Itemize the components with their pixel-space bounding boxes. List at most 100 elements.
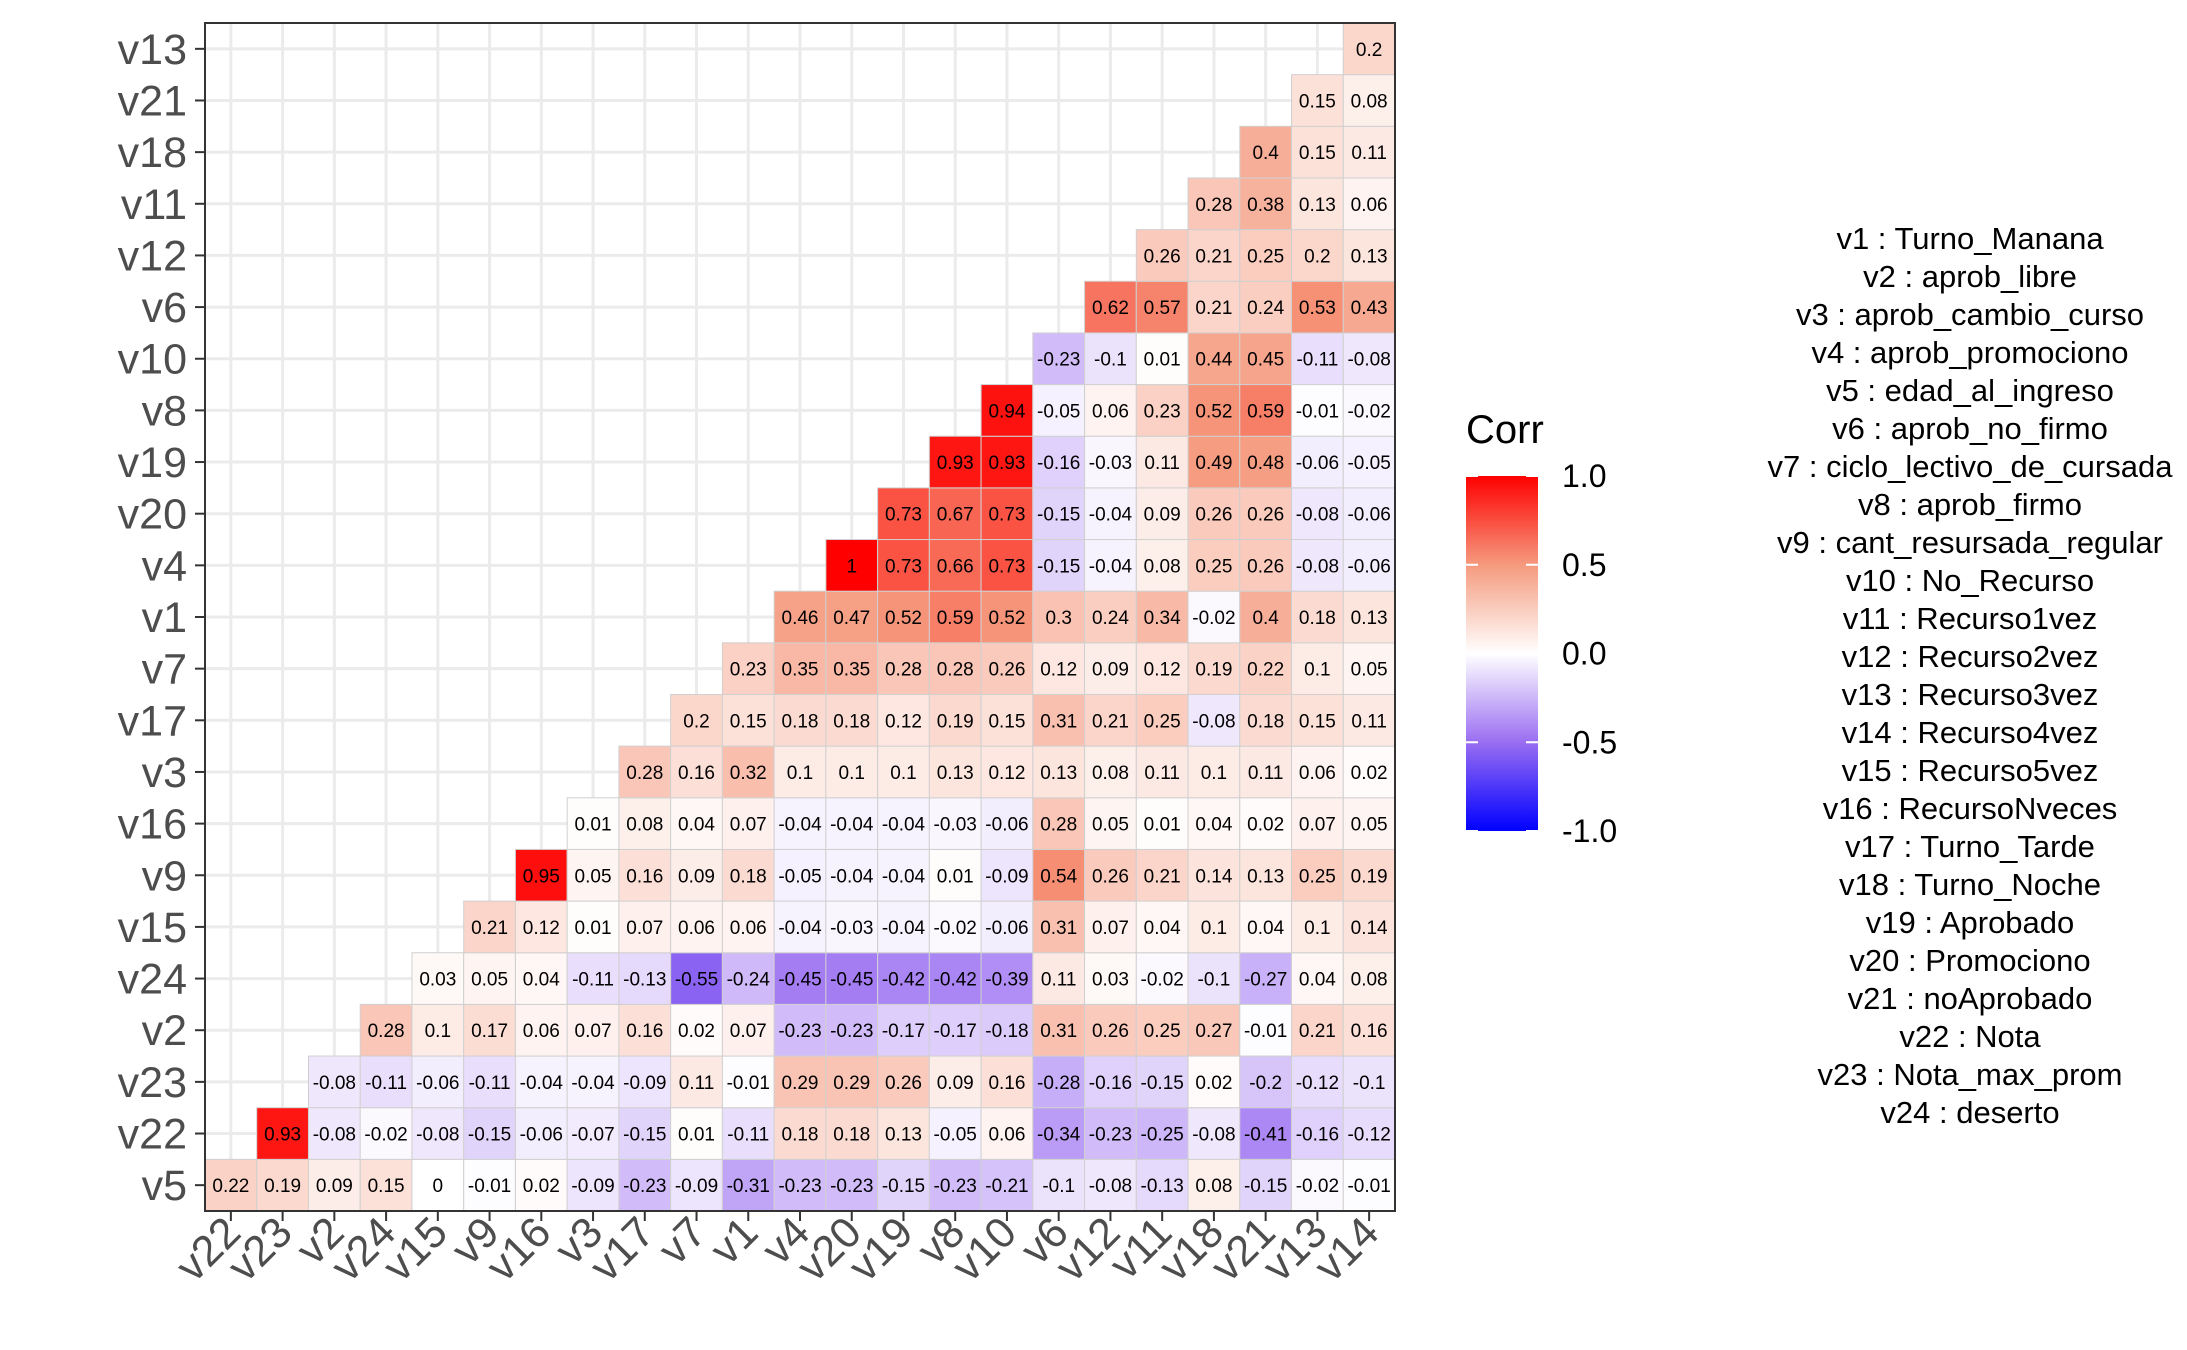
cell-value-label: 0.01	[937, 866, 974, 887]
heatmap-cell	[773, 590, 827, 644]
heatmap-cell	[980, 745, 1034, 799]
cell-value-label: 0.4	[1252, 608, 1279, 629]
cell-value-label: 0.18	[833, 1125, 870, 1146]
cell-value-label: 0.1	[1201, 918, 1227, 939]
cell-value-label: 0.26	[1247, 505, 1284, 526]
cell-value-label: 0.06	[678, 918, 715, 939]
cell-value-label: 0.73	[988, 556, 1025, 577]
cell-value-label: 0.04	[1195, 815, 1232, 836]
heatmap-cell	[1187, 745, 1241, 799]
heatmap-cell	[1135, 693, 1189, 747]
y-tick-label: v16	[118, 801, 187, 849]
cell-value-label: 0.16	[988, 1073, 1025, 1094]
cell-value-label: -0.06	[1347, 556, 1390, 577]
heatmap-cell	[1084, 280, 1137, 334]
cell-value-label: 0.38	[1247, 195, 1284, 216]
cell-value-label: -0.01	[1244, 1021, 1287, 1042]
cell-value-label: 0.18	[782, 1125, 819, 1146]
y-tick-label: v20	[118, 491, 187, 539]
y-tick-label: v21	[118, 77, 187, 125]
cell-value-label: -0.23	[778, 1176, 821, 1197]
cell-value-label: -0.11	[469, 1073, 511, 1094]
cell-value-label: 0.25	[1299, 866, 1336, 887]
cell-value-label: 0.11	[1041, 970, 1077, 991]
heatmap-cell	[1135, 539, 1189, 592]
cell-value-label: 0.15	[730, 711, 767, 732]
cell-value-label: -0.08	[1192, 711, 1235, 732]
heatmap-cell	[1084, 848, 1137, 902]
cell-value-label: -0.15	[1037, 505, 1080, 526]
heatmap-cell	[1342, 384, 1396, 437]
heatmap-cell	[980, 797, 1034, 850]
cell-value-label: -0.04	[830, 815, 874, 836]
cell-value-label: 0.59	[1247, 401, 1284, 422]
y-tick-label: v24	[118, 956, 187, 1004]
heatmap-cell	[825, 745, 879, 799]
heatmap-cell	[1135, 642, 1189, 695]
cell-value-label: 0.08	[626, 815, 663, 836]
cell-value-label: 0.09	[316, 1176, 353, 1197]
heatmap-cell	[1084, 384, 1137, 437]
heatmap-cell	[1187, 952, 1241, 1005]
variable-key-line: v11 : Recurso1vez	[1843, 601, 2097, 636]
heatmap-cell	[1135, 1055, 1189, 1109]
y-tick-label: v3	[142, 749, 187, 797]
heatmap-cell	[1291, 332, 1344, 386]
legend-tick-label: 0.5	[1562, 547, 1606, 583]
heatmap-cell	[1239, 125, 1293, 179]
heatmap-cell	[980, 590, 1034, 644]
heatmap-cell	[877, 693, 930, 747]
heatmap-cell	[877, 642, 930, 695]
cell-value-label: 0.28	[1040, 815, 1077, 836]
heatmap-cell	[825, 539, 879, 592]
cell-value-label: -0.1	[1042, 1176, 1075, 1197]
cell-value-label: 0.2	[1356, 40, 1382, 61]
cell-value-label: 0.62	[1092, 298, 1129, 319]
variable-key-line: v1 : Turno_Manana	[1836, 221, 2104, 256]
heatmap-cell	[1291, 693, 1344, 747]
y-tick-label: v18	[118, 129, 187, 177]
cell-value-label: -0.08	[1296, 556, 1339, 577]
legend-tick-label: -0.5	[1562, 724, 1617, 760]
heatmap-cell	[980, 435, 1034, 489]
heatmap-cell	[463, 1003, 516, 1057]
y-tick-label: v15	[118, 904, 187, 952]
heatmap-cell	[1135, 384, 1189, 437]
cell-value-label: 0.2	[1304, 246, 1330, 267]
heatmap-cell	[980, 1158, 1034, 1212]
heatmap-cell	[1084, 1107, 1137, 1160]
cell-value-label: -0.05	[1347, 453, 1390, 474]
cell-value-label: 0.95	[523, 866, 560, 887]
cell-value-label: 0.07	[730, 1021, 767, 1042]
cell-value-label: 0.02	[1351, 763, 1388, 784]
heatmap-cell	[721, 1158, 775, 1212]
cell-value-label: -0.08	[313, 1073, 356, 1094]
cell-value-label: -0.21	[985, 1176, 1028, 1197]
variable-key-line: v22 : Nota	[1899, 1019, 2041, 1054]
cell-value-label: 0.19	[1351, 866, 1388, 887]
cell-value-label: 0.26	[1247, 556, 1284, 577]
heatmap-cell	[877, 797, 930, 850]
cell-value-label: 0.19	[1195, 660, 1232, 681]
heatmap-cell	[1135, 280, 1189, 334]
cell-value-label: 0.16	[678, 763, 715, 784]
cell-value-label: 0.23	[730, 660, 767, 681]
heatmap-cell	[877, 487, 930, 541]
cell-value-label: -0.08	[1296, 505, 1339, 526]
cell-value-label: -0.06	[520, 1125, 563, 1146]
legend-tick-label: 0.0	[1562, 636, 1606, 672]
cell-value-label: 0.29	[833, 1073, 870, 1094]
cell-value-label: 0.22	[1247, 660, 1284, 681]
cell-value-label: 0.01	[678, 1125, 715, 1146]
cell-value-label: -0.04	[830, 866, 874, 887]
cell-value-label: -0.09	[571, 1176, 614, 1197]
heatmap-cell	[1291, 384, 1344, 437]
heatmap-cell	[928, 900, 982, 954]
cell-value-label: 0.06	[1092, 401, 1129, 422]
y-tick-label: v12	[118, 232, 187, 280]
color-legend: Corr 1.0 0.5 0.0 -0.5 -1.0	[1466, 408, 1617, 849]
heatmap-cell	[1084, 1055, 1137, 1109]
cell-value-label: 0.04	[523, 970, 560, 991]
